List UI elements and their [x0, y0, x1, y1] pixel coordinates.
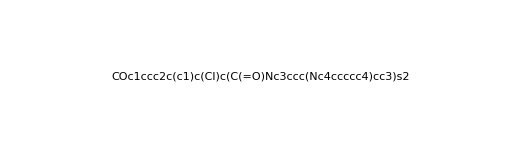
- Text: COc1ccc2c(c1)c(Cl)c(C(=O)Nc3ccc(Nc4ccccc4)cc3)s2: COc1ccc2c(c1)c(Cl)c(C(=O)Nc3ccc(Nc4ccccc…: [111, 72, 409, 82]
